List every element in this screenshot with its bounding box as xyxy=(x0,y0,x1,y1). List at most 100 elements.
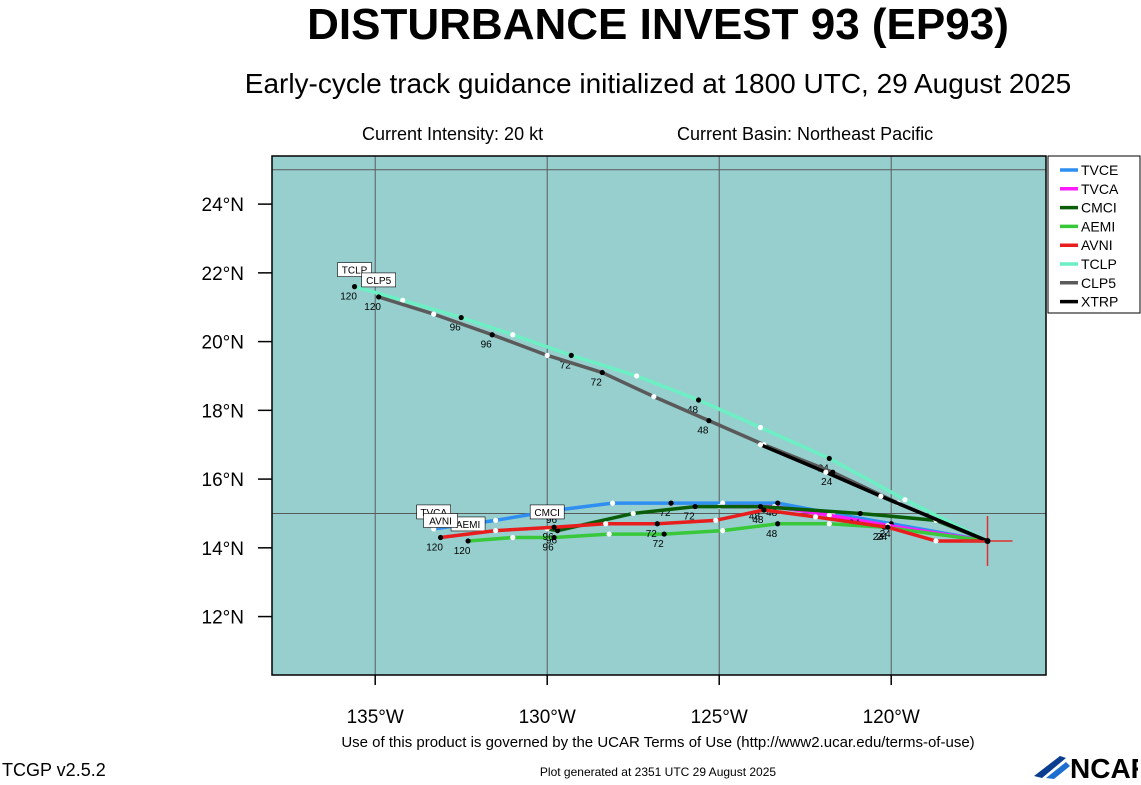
track-point-xtrp xyxy=(757,442,764,448)
track-point-avni xyxy=(603,521,609,527)
track-point-clp5 xyxy=(599,369,605,376)
legend-box xyxy=(1047,155,1141,314)
forecast-hour-label: 96 xyxy=(543,543,555,554)
forecast-hour-label: 72 xyxy=(684,512,696,523)
legend-label-tvce: TVCE xyxy=(1081,162,1118,178)
track-point-aemi xyxy=(606,531,612,537)
track-end-label: AEMI xyxy=(456,520,480,531)
forecast-hour-label: 72 xyxy=(646,529,658,540)
y-tick-label: 20°N xyxy=(202,333,244,354)
track-point-avni xyxy=(654,521,660,527)
legend-label-tvca: TVCA xyxy=(1081,181,1119,197)
track-point-tclp xyxy=(510,332,516,338)
forecast-hour-label: 48 xyxy=(697,426,709,437)
legend-label-xtrp: XTRP xyxy=(1081,294,1118,310)
track-point-avni xyxy=(761,507,767,513)
forecast-hour-label: 24 xyxy=(876,532,888,543)
version-label: TCGP v2.5.2 xyxy=(2,760,106,780)
track-point-aemi xyxy=(551,534,557,541)
track-point-clp5 xyxy=(544,352,550,358)
track-point-cmci xyxy=(630,510,636,517)
track-end-label-box xyxy=(529,504,565,520)
forecast-hour-label: 72 xyxy=(560,360,572,371)
track-point-avni xyxy=(551,524,557,530)
track-point-cmci xyxy=(692,503,698,510)
current-intensity: Current Intensity: 20 kt xyxy=(362,124,544,144)
forecast-hour-label: 48 xyxy=(687,405,699,416)
track-point-xtrp xyxy=(878,493,884,499)
ncar-logo-text: NCAR xyxy=(1070,753,1138,780)
track-point-clp5 xyxy=(651,393,657,400)
track-point-tclp xyxy=(902,497,908,503)
track-end-label: AVNI xyxy=(429,517,452,528)
plot-generated-time: Plot generated at 2351 UTC 29 August 202… xyxy=(539,765,777,779)
track-point-aemi xyxy=(775,521,781,527)
track-point-tvca xyxy=(826,512,832,518)
track-point-cmci xyxy=(554,528,561,534)
track-line-aemi xyxy=(466,522,990,543)
track-point-tclp xyxy=(695,397,702,403)
x-tick-label: 125°W xyxy=(691,707,748,728)
y-tick-label: 24°N xyxy=(202,195,244,216)
track-end-label: TCLP xyxy=(342,266,368,277)
track-point-tclp xyxy=(634,373,640,379)
track-point-tclp xyxy=(826,455,832,462)
track-point-aemi xyxy=(661,531,667,537)
track-point-cmci xyxy=(857,510,863,517)
forecast-hour-label: 120 xyxy=(426,543,443,554)
forecast-hour-label: 48 xyxy=(766,529,778,540)
track-point-clp5 xyxy=(376,294,382,300)
track-point-avni xyxy=(812,514,819,520)
y-tick-label: 18°N xyxy=(202,401,244,422)
track-point-xtrp xyxy=(823,469,829,475)
current-basin: Current Basin: Northeast Pacific xyxy=(677,124,934,144)
ncar-logo: NCAR xyxy=(1030,748,1141,785)
track-point-tvce xyxy=(609,500,616,506)
track-point-avni xyxy=(437,534,444,541)
legend-label-avni: AVNI xyxy=(1081,237,1113,253)
x-tick-label: 120°W xyxy=(863,707,920,728)
forecast-hour-label: 48 xyxy=(752,515,764,526)
track-point-tclp xyxy=(757,424,764,431)
plot-border xyxy=(271,155,1047,676)
forecast-hour-label: 120 xyxy=(340,292,357,303)
y-tick-label: 12°N xyxy=(202,608,244,629)
forecast-hour-label: 96 xyxy=(546,536,558,547)
track-point-clp5 xyxy=(431,311,437,317)
track-point-tclp xyxy=(568,352,574,358)
track-point-aemi xyxy=(826,521,832,527)
track-point-tvce xyxy=(668,500,674,506)
track-point-tvce xyxy=(720,500,726,506)
track-point-avni xyxy=(885,524,891,530)
x-tick-label: 135°W xyxy=(347,707,404,728)
track-end-label-box xyxy=(361,272,396,288)
track-point-tclp xyxy=(458,314,464,321)
forecast-hour-label: 72 xyxy=(653,539,665,550)
track-line-tvce xyxy=(431,501,990,543)
forecast-hour-label: 24 xyxy=(821,477,833,488)
track-point-clp5 xyxy=(489,332,495,338)
forecast-hour-label: 24 xyxy=(873,532,885,543)
forecast-hour-label: 96 xyxy=(546,515,558,526)
track-point-avni xyxy=(493,528,499,534)
track-point-aemi xyxy=(510,534,516,541)
track-point-tvce xyxy=(493,517,499,523)
track-point-tclp xyxy=(400,297,406,303)
chart-subtitle: Early-cycle track guidance initialized a… xyxy=(244,68,1072,99)
track-point-avni xyxy=(933,538,939,544)
forecast-hour-label: 120 xyxy=(364,302,381,313)
forecast-hour-label: 48 xyxy=(766,508,778,519)
forecast-hour-label: 120 xyxy=(454,546,471,557)
track-point-aemi xyxy=(465,538,471,544)
forecast-hour-label: 48 xyxy=(749,512,761,523)
track-point-clp5 xyxy=(706,418,712,424)
track-point-aemi xyxy=(720,528,726,534)
chart-title: DISTURBANCE INVEST 93 (EP93) xyxy=(307,0,1009,49)
x-tick-label: 130°W xyxy=(519,707,576,728)
forecast-hour-label: 24 xyxy=(880,529,892,540)
map-ocean xyxy=(272,156,1046,675)
legend-label-aemi: AEMI xyxy=(1081,218,1115,234)
legend-label-clp5: CLP5 xyxy=(1081,275,1116,291)
track-point-tvce xyxy=(775,500,781,506)
